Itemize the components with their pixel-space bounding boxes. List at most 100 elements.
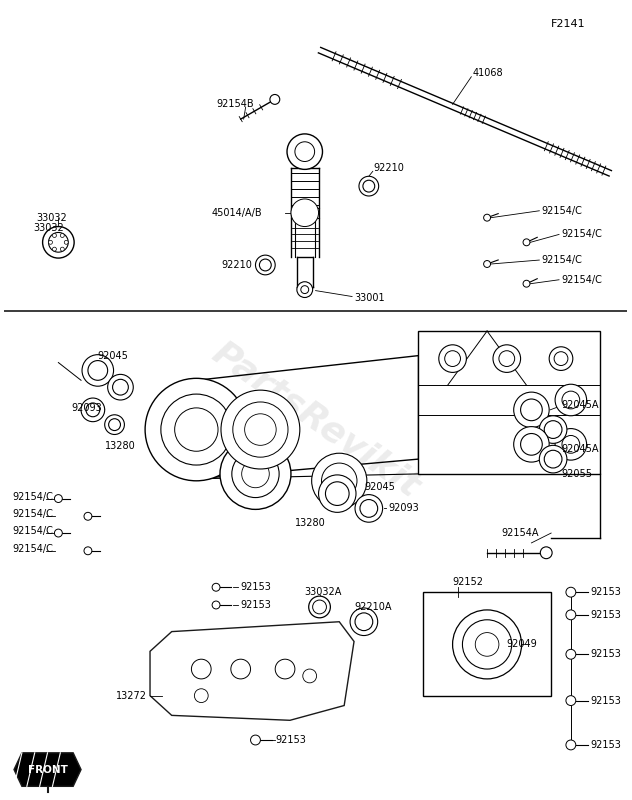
Polygon shape [14,753,81,786]
Text: 45014/A/B: 45014/A/B [211,208,262,218]
Text: PartsRevikit: PartsRevikit [205,335,426,504]
Circle shape [514,392,549,427]
Circle shape [88,361,107,380]
Circle shape [319,475,356,512]
Circle shape [566,696,576,706]
Text: 92210A: 92210A [354,602,392,612]
Text: 92154/C: 92154/C [561,274,602,285]
Circle shape [355,613,373,630]
Circle shape [499,350,514,366]
Circle shape [105,414,125,434]
Text: 92153: 92153 [590,610,621,620]
Text: 92154/C: 92154/C [12,526,53,536]
Circle shape [112,379,128,395]
Circle shape [49,233,68,252]
Text: 92152: 92152 [453,578,483,587]
Circle shape [308,596,331,618]
Text: 92045A: 92045A [561,444,599,454]
Circle shape [453,610,521,679]
Text: 33032: 33032 [37,213,68,222]
Circle shape [291,199,319,226]
Circle shape [191,659,211,679]
Circle shape [493,345,521,373]
Circle shape [250,735,260,745]
Circle shape [544,421,562,438]
Circle shape [566,610,576,620]
Text: 33001: 33001 [354,294,385,303]
Circle shape [544,450,562,468]
Text: FRONT: FRONT [28,765,68,774]
Circle shape [325,482,349,506]
Circle shape [275,659,295,679]
Circle shape [259,259,271,271]
Circle shape [566,650,576,659]
Circle shape [562,391,580,409]
Circle shape [42,226,74,258]
Text: 33032: 33032 [33,222,64,233]
Text: 92153: 92153 [590,695,621,706]
Circle shape [463,620,512,669]
Circle shape [359,176,379,196]
Circle shape [475,633,499,656]
Text: 92055: 92055 [561,469,592,479]
Text: 13280: 13280 [295,518,325,528]
Circle shape [483,214,490,221]
Circle shape [439,345,466,373]
Text: 13272: 13272 [116,690,147,701]
Circle shape [483,261,490,267]
Circle shape [555,384,586,416]
Circle shape [212,583,220,591]
Text: 92093: 92093 [71,403,102,413]
Text: 92154/C: 92154/C [541,255,582,265]
Circle shape [86,403,100,417]
Circle shape [301,286,308,294]
Text: 92045A: 92045A [561,400,599,410]
Text: 92154B: 92154B [216,99,253,110]
Bar [423,592,551,696]
Circle shape [521,434,542,455]
Circle shape [562,435,580,454]
Text: 41068: 41068 [472,68,503,78]
Circle shape [521,399,542,421]
Text: 92045: 92045 [364,482,395,492]
Circle shape [566,587,576,597]
Circle shape [231,659,250,679]
Text: 92154/C: 92154/C [561,230,602,239]
Circle shape [145,378,248,481]
Text: 92153: 92153 [241,582,272,592]
Circle shape [360,499,378,518]
Text: 92154A: 92154A [502,528,539,538]
Circle shape [49,240,52,244]
Circle shape [174,408,218,451]
Circle shape [445,350,461,366]
Circle shape [161,394,232,465]
Text: 92153: 92153 [590,650,621,659]
Circle shape [212,601,220,609]
Circle shape [566,740,576,750]
Circle shape [82,354,114,386]
Text: 92153: 92153 [590,587,621,597]
Circle shape [220,438,291,510]
Text: 92210: 92210 [374,163,404,174]
Circle shape [52,234,56,238]
Circle shape [287,134,322,170]
Circle shape [241,460,269,488]
Circle shape [549,346,573,370]
Circle shape [245,414,276,446]
Circle shape [297,282,313,298]
Text: 92154/C: 92154/C [12,544,53,554]
Circle shape [52,247,56,251]
Circle shape [313,600,327,614]
Circle shape [54,529,63,537]
Text: F2141: F2141 [551,18,586,29]
Circle shape [514,426,549,462]
Text: 92093: 92093 [389,503,419,514]
Text: 92049: 92049 [507,639,538,650]
Circle shape [84,547,92,554]
Circle shape [540,547,552,558]
Circle shape [523,280,530,287]
Text: 92153: 92153 [275,735,306,745]
Circle shape [270,94,280,104]
Circle shape [554,352,568,366]
Circle shape [523,239,530,246]
